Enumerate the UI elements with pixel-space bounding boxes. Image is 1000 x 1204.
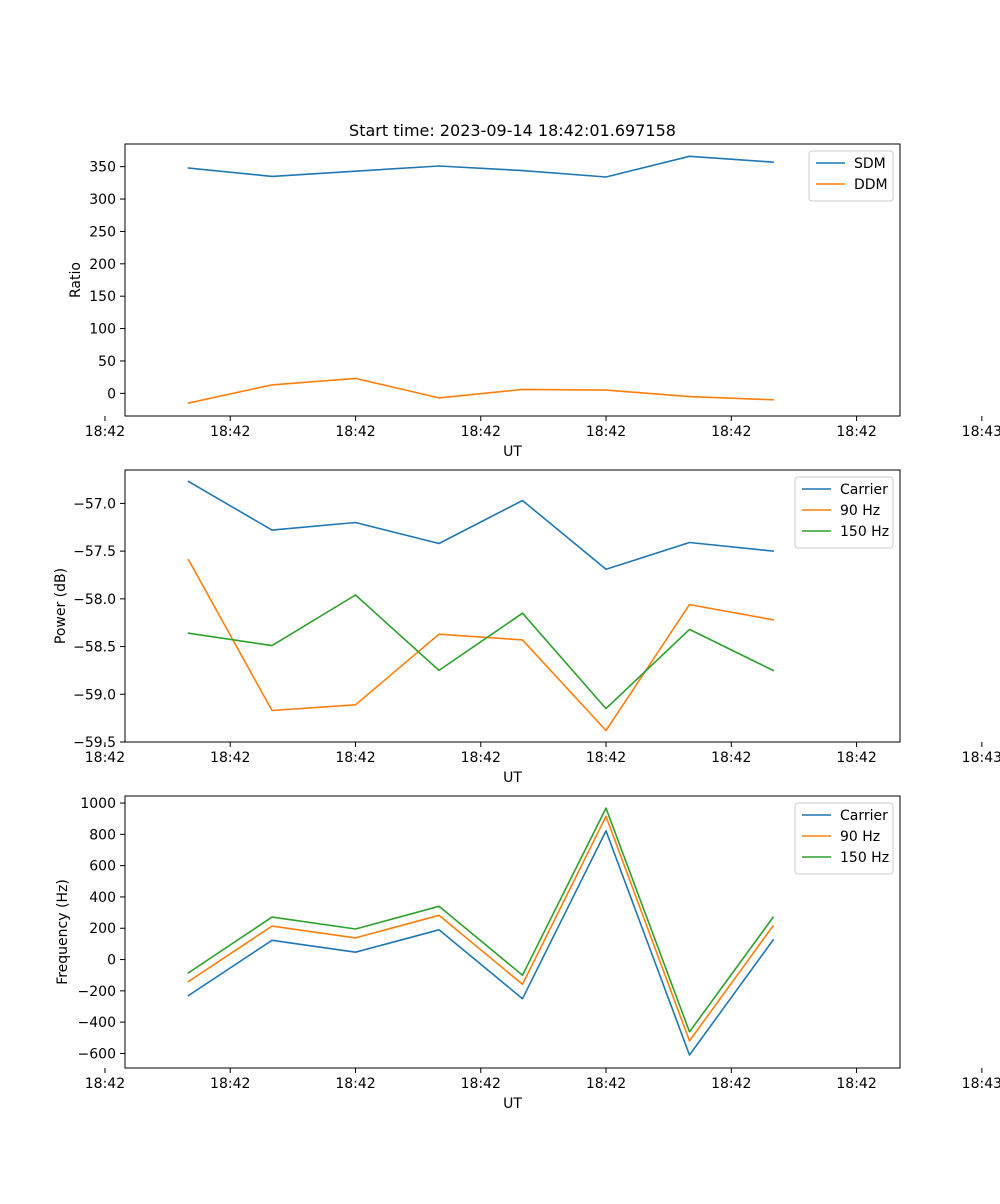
x-tick-label: 18:42 (85, 424, 125, 440)
y-tick-label: −58.0 (73, 592, 116, 608)
y-tick-label: 400 (89, 890, 116, 906)
y-tick-label: −58.5 (73, 640, 116, 656)
x-tick-label: 18:42 (836, 424, 876, 440)
legend-label: SDM (854, 156, 886, 172)
legend-label: Carrier (840, 808, 888, 824)
x-tick-label: 18:42 (335, 1076, 375, 1092)
x-tick-label: 18:42 (586, 424, 626, 440)
y-tick-label: 0 (107, 386, 116, 402)
x-tick-label: 18:42 (335, 750, 375, 766)
series-line-carrier (187, 830, 775, 1056)
subplot-1: 18:42 18:42 18:42 18:42 18:42 18:42 18:42 18:43… (68, 121, 1000, 460)
series-line-carrier (187, 480, 774, 571)
y-tick-label: 50 (98, 354, 116, 370)
y-tick-label: 100 (89, 322, 116, 338)
series-line-150-hz (187, 594, 775, 710)
y-tick-label: 150 (89, 289, 116, 305)
x-tick-label: 18:42 (711, 1076, 751, 1092)
y-tick-label: 200 (89, 921, 116, 937)
y-axis-label: Ratio (68, 262, 84, 298)
series-line-90-hz (187, 815, 775, 1042)
y-tick-label: 800 (89, 827, 116, 843)
x-tick-label: 18:42 (461, 1076, 501, 1092)
x-tick-label: 18:42 (586, 1076, 626, 1092)
axes-frame (124, 469, 901, 743)
x-tick-label: 18:43 (962, 1076, 1000, 1092)
chart-title: Start time: 2023-09-14 18:42:01.697158 (349, 121, 676, 140)
x-axis-label: UT (503, 444, 522, 460)
y-tick-label: 250 (89, 224, 116, 240)
subplot-2: 18:42 18:42 18:42 18:42 18:42 18:42 18:42 18:43… (53, 469, 1000, 786)
y-tick-label: 350 (89, 160, 116, 176)
legend-label: DDM (854, 177, 888, 193)
subplot-3: 18:42 18:42 18:42 18:42 18:42 18:42 18:42 18:43… (55, 795, 1000, 1112)
legend-label: 90 Hz (840, 829, 880, 845)
y-axis-label: Power (dB) (53, 568, 69, 644)
axes-frame (124, 795, 901, 1069)
series-line-150-hz (187, 807, 775, 1033)
y-tick-label: −57.0 (73, 496, 116, 512)
legend-label: 150 Hz (840, 850, 889, 866)
y-tick-label: −200 (78, 984, 116, 1000)
series-line-sdm (187, 155, 774, 178)
x-tick-label: 18:42 (85, 750, 125, 766)
y-tick-label: 300 (89, 192, 116, 208)
series-line-ddm (187, 377, 774, 404)
x-tick-label: 18:42 (711, 424, 751, 440)
x-tick-label: 18:42 (711, 750, 751, 766)
x-tick-label: 18:42 (461, 424, 501, 440)
legend-label: 150 Hz (840, 524, 889, 540)
x-tick-label: 18:42 (586, 750, 626, 766)
y-tick-label: −59.0 (73, 687, 116, 703)
x-axis-label: UT (503, 770, 522, 786)
x-tick-label: 18:42 (836, 1076, 876, 1092)
x-tick-label: 18:42 (461, 750, 501, 766)
y-tick-label: 200 (89, 257, 116, 273)
x-tick-label: 18:42 (210, 1076, 250, 1092)
legend: SDM DDM (808, 150, 894, 202)
y-tick-label: 0 (107, 953, 116, 969)
y-tick-label: −400 (78, 1015, 116, 1031)
series-line-90-hz (187, 558, 775, 732)
y-tick-label: −600 (78, 1046, 116, 1062)
x-tick-label: 18:42 (335, 424, 375, 440)
legend-label: 90 Hz (840, 503, 880, 519)
legend-label: Carrier (840, 482, 888, 498)
y-tick-label: 600 (89, 859, 116, 875)
y-tick-label: −59.5 (73, 735, 116, 751)
y-tick-label: 1000 (80, 796, 116, 812)
x-tick-label: 18:42 (210, 424, 250, 440)
x-tick-label: 18:42 (85, 1076, 125, 1092)
x-tick-label: 18:43 (962, 424, 1000, 440)
y-axis-label: Frequency (Hz) (55, 879, 71, 985)
x-tick-label: 18:42 (210, 750, 250, 766)
legend: Carrier 90 Hz 150 Hz (794, 802, 894, 875)
x-axis-label: UT (503, 1096, 522, 1112)
axes-frame (124, 143, 901, 417)
x-tick-label: 18:43 (962, 750, 1000, 766)
legend: Carrier 90 Hz 150 Hz (794, 476, 894, 549)
y-tick-label: −57.5 (73, 544, 116, 560)
x-tick-label: 18:42 (836, 750, 876, 766)
